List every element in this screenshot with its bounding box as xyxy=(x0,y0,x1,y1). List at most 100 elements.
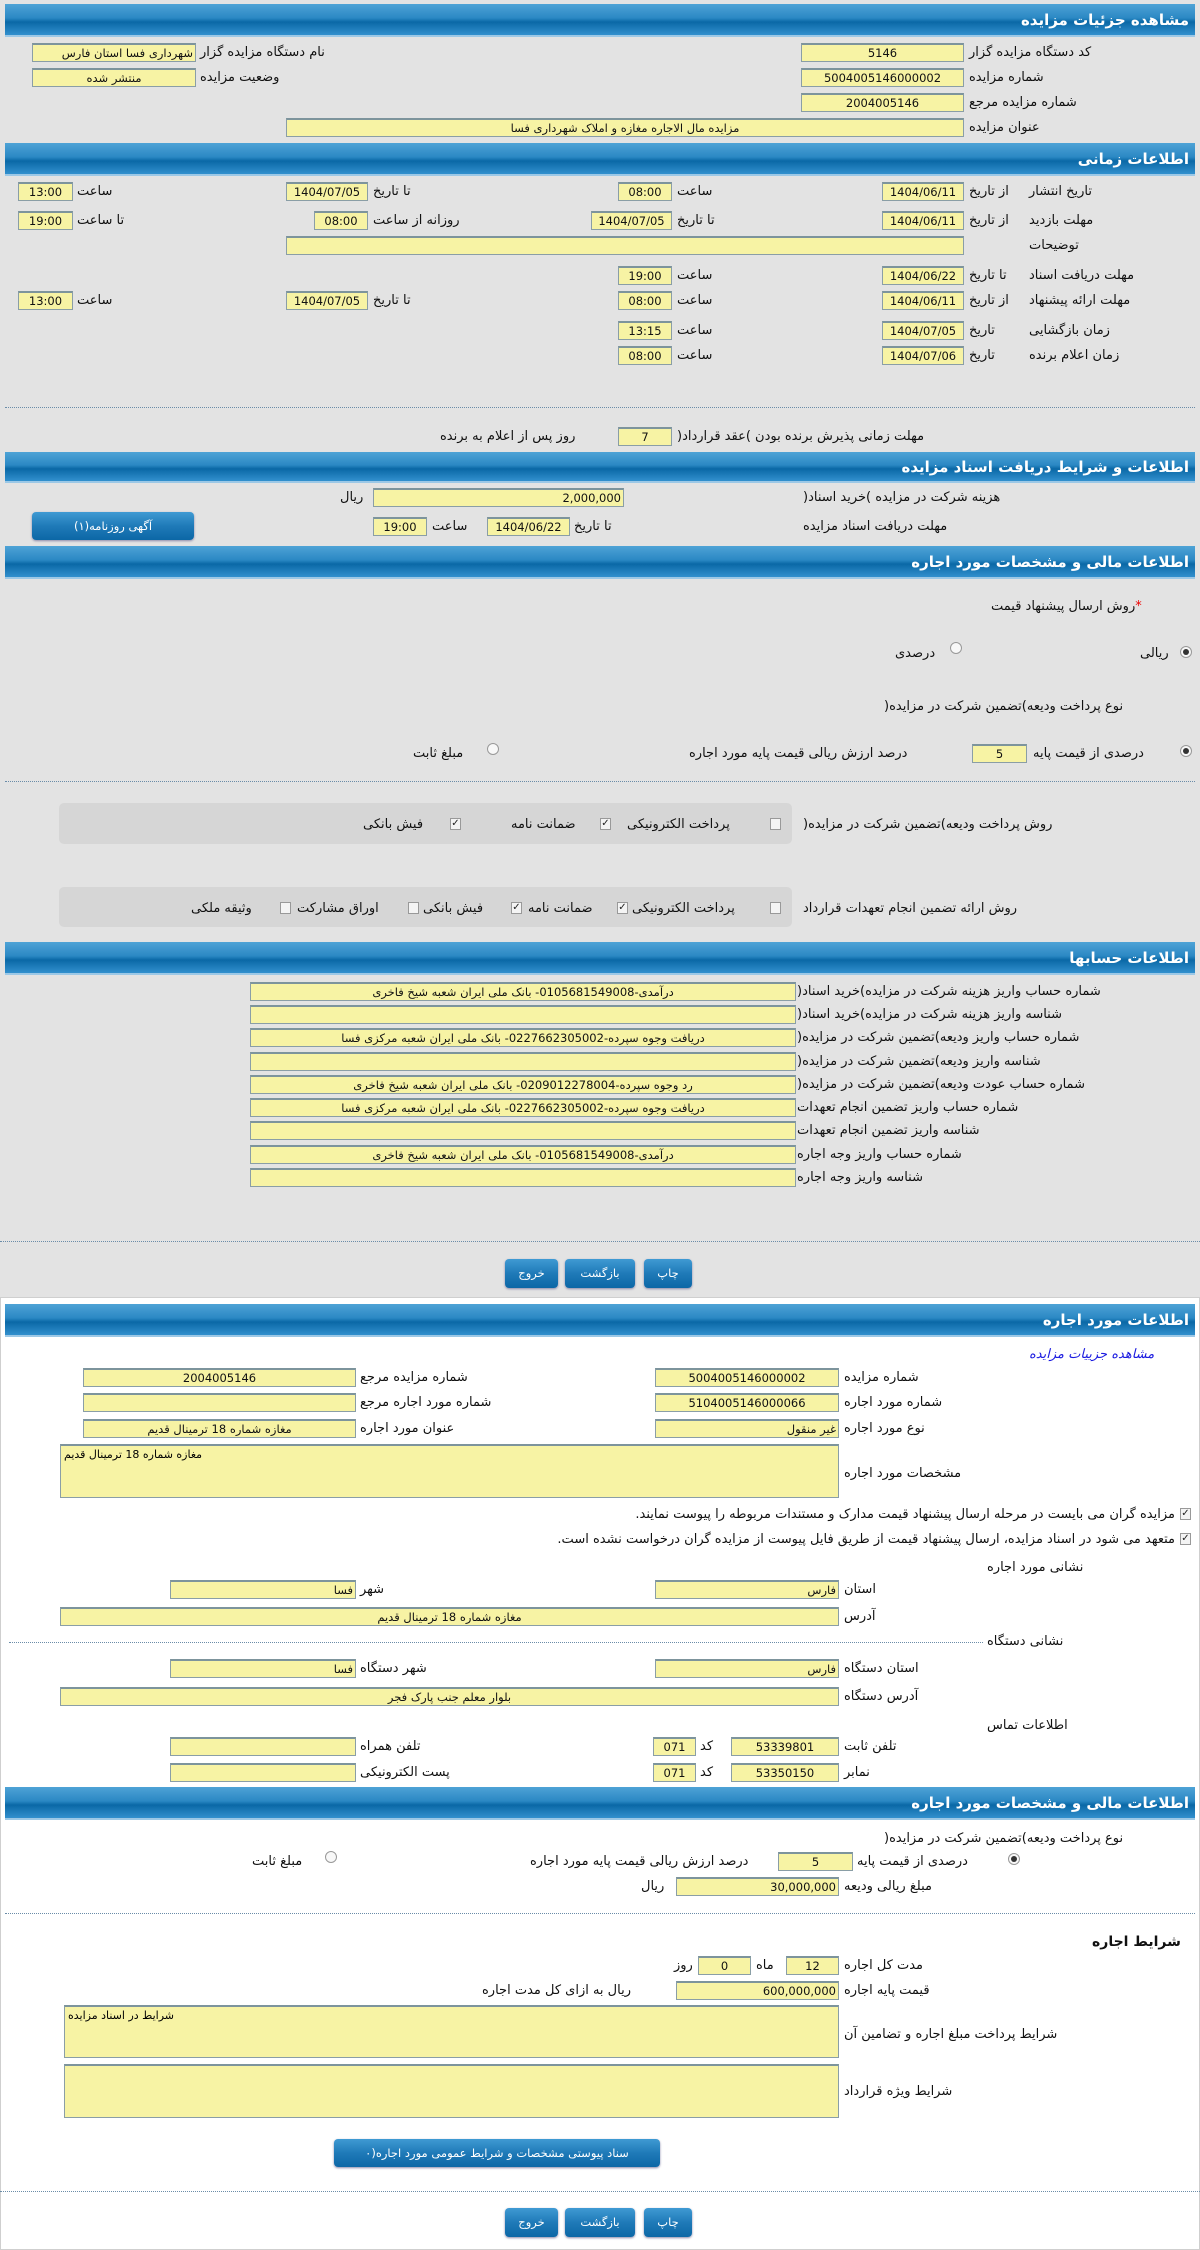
lease-item-number-label: شماره مورد اجاره xyxy=(844,1395,943,1410)
checkbox-participation-bonds[interactable] xyxy=(408,902,419,914)
account-label: شماره حساب واریز وجه اجاره xyxy=(797,1147,962,1162)
org-city-field: فسا xyxy=(170,1659,356,1678)
radio-rial-label: ریالی xyxy=(1140,646,1169,661)
section-header-financial: اطلاعات مالی و مشخصات مورد اجاره xyxy=(5,546,1195,579)
property-collateral-label: وثیقه ملکی xyxy=(191,901,252,916)
checkbox-electronic-payment[interactable] xyxy=(770,818,781,830)
winner-date-field: 1404/07/06 xyxy=(882,346,964,365)
area-code-label: کد xyxy=(700,1765,714,1780)
back-button[interactable]: بازگشت xyxy=(565,1259,635,1288)
electronic-payment-label: پرداخت الکترونیکی xyxy=(632,901,735,916)
divider xyxy=(9,1642,983,1643)
hour-label: ساعت xyxy=(432,519,468,534)
deposit-type-label: نوع پرداخت ودیعه)تضمین شرکت در مزایده( xyxy=(884,699,1124,714)
exit-button[interactable]: خروج xyxy=(505,1259,558,1288)
checkbox-notice-no-file[interactable]: ✓ xyxy=(1180,1533,1191,1545)
deposit-percent-field: 5 xyxy=(972,744,1027,763)
lease-spec-textarea: مغازه شماره 18 ترمینال قدیم xyxy=(60,1444,839,1498)
divider xyxy=(5,407,1195,408)
print-button[interactable]: چاپ xyxy=(644,1259,692,1288)
offer-deadline-label: مهلت ارائه پیشنهاد xyxy=(1029,293,1131,308)
checkbox-bank-receipt[interactable]: ✓ xyxy=(450,818,461,830)
opening-date-field: 1404/07/05 xyxy=(882,321,964,340)
section-header-lease: اطلاعات مورد اجاره xyxy=(5,1304,1195,1337)
exit-button[interactable]: خروج xyxy=(505,2208,558,2237)
fax-code-field: 071 xyxy=(653,1763,696,1782)
account-field xyxy=(250,1168,796,1187)
auction-number-field: 5004005146000002 xyxy=(801,68,964,87)
docs-to-time-field: 19:00 xyxy=(618,266,672,285)
auction-status-field: منتشر شده xyxy=(32,68,196,87)
radio-percent[interactable] xyxy=(950,642,962,654)
account-label: شماره حساب واریز تضمین انجام تعهدات xyxy=(797,1100,1019,1115)
checkbox-notice-attach-docs[interactable]: ✓ xyxy=(1180,1508,1191,1520)
email-field xyxy=(170,1763,356,1782)
months-field: 12 xyxy=(786,1956,839,1975)
checkbox-guarantee-letter[interactable]: ✓ xyxy=(617,902,628,914)
org-address-heading: نشانی دستگاه xyxy=(987,1634,1064,1649)
print-button[interactable]: چاپ xyxy=(644,2208,692,2237)
divider xyxy=(5,781,1195,782)
account-label: شناسه واریز هزینه شرکت در مزایده)خرید اس… xyxy=(797,1007,1062,1022)
deposit-percent-label: درصدی از قیمت پایه xyxy=(1033,746,1144,761)
deposit-amount-field: 30,000,000 xyxy=(676,1877,839,1896)
contract-days-suffix: روز پس از اعلام به برنده xyxy=(440,429,576,444)
phone-label: تلفن ثابت xyxy=(844,1739,897,1754)
radio-rial[interactable] xyxy=(1180,646,1192,658)
divider xyxy=(0,2191,1200,2192)
back-button[interactable]: بازگشت xyxy=(565,2208,635,2237)
hour-label: ساعت xyxy=(677,293,713,308)
org-address-field: بلوار معلم جنب پارک فجر xyxy=(60,1687,839,1706)
province-label: استان xyxy=(844,1582,876,1597)
checkbox-guarantee-letter[interactable]: ✓ xyxy=(600,818,611,830)
publish-label: تاریخ انتشار xyxy=(1029,184,1092,199)
radio-deposit-fixed[interactable] xyxy=(487,743,499,755)
checkbox-bank-receipt[interactable]: ✓ xyxy=(511,902,522,914)
view-auction-details-link[interactable]: مشاهده جزییات مزایده xyxy=(1029,1347,1155,1362)
from-date-label: از تاریخ xyxy=(969,184,1009,199)
auction-subject-label: عنوان مزایده xyxy=(969,120,1040,135)
lease-auction-number-label: شماره مزایده xyxy=(844,1370,919,1385)
radio-percent-label: درصدی xyxy=(895,646,936,661)
radio-deposit-fixed[interactable] xyxy=(325,1851,337,1863)
offer-from-field: 1404/06/11 xyxy=(882,291,964,310)
deposit-fixed-label: مبلغ ثابت xyxy=(413,746,464,761)
lease-spec-text: مغازه شماره 18 ترمینال قدیم xyxy=(64,1448,203,1461)
account-field: درآمدی-0105681549008- بانک ملی ایران شعب… xyxy=(250,1145,796,1164)
checkbox-electronic-payment[interactable] xyxy=(770,902,781,914)
auction-subject-field: مزایده مال الاجاره مغازه و املاک شهرداری… xyxy=(286,118,964,137)
area-code-label: کد xyxy=(700,1739,714,1754)
guarantee-methods-box xyxy=(59,887,792,927)
deposit-percent-suffix: درصد ارزش ریالی قیمت پایه مورد اجاره xyxy=(530,1854,749,1869)
docs-to-field: 1404/06/22 xyxy=(882,266,964,285)
docs-deadline-date-field: 1404/06/22 xyxy=(487,517,570,536)
lease-title-field: مغازه شماره 18 ترمینال قدیم xyxy=(83,1419,356,1438)
days-field: 0 xyxy=(698,1956,751,1975)
deposit-fixed-label: مبلغ ثابت xyxy=(252,1854,303,1869)
org-address-label: آدرس دستگاه xyxy=(844,1689,919,1704)
fax-label: نمابر xyxy=(844,1765,870,1780)
visit-to-field: 1404/07/05 xyxy=(591,211,672,230)
radio-deposit-percent[interactable] xyxy=(1008,1853,1020,1865)
deposit-amount-label: مبلغ ریالی ودیعه xyxy=(844,1879,932,1894)
duration-label: مدت کل اجاره xyxy=(844,1958,924,1973)
lease-type-label: نوع مورد اجاره xyxy=(844,1421,925,1436)
account-field: دریافت وجوه سپرده-0227662305002- بانک مل… xyxy=(250,1028,796,1047)
months-unit: ماه xyxy=(756,1958,774,1973)
currency-label: ریال xyxy=(641,1879,665,1894)
account-field: رد وجوه سپرده-0209012278004- بانک ملی ای… xyxy=(250,1075,796,1094)
lease-item-ref-field xyxy=(83,1393,356,1412)
winner-time-field: 08:00 xyxy=(618,346,672,365)
price-method-label: روش ارسال پیشنهاد قیمت xyxy=(991,599,1136,614)
checkbox-property-collateral[interactable] xyxy=(280,902,291,914)
account-label: شماره حساب واریز ودیعه)تضمین شرکت در مزا… xyxy=(797,1030,1080,1045)
lease-item-ref-label: شماره مورد اجاره مرجع xyxy=(360,1395,492,1410)
newspaper-ad-button[interactable]: آگهی روزنامه(۱) xyxy=(32,512,194,540)
attachments-button[interactable]: سناد پیوستی مشخصات و شرایط عمومی مورد اج… xyxy=(334,2139,660,2167)
ref-number-field: 2004005146 xyxy=(801,93,964,112)
org-name-label: نام دستگاه مزایده گزار xyxy=(200,45,325,60)
offer-to-field: 1404/07/05 xyxy=(286,291,368,310)
account-label: شماره حساب واریز هزینه شرکت در مزایده)خر… xyxy=(797,984,1101,999)
phone-field: 53339801 xyxy=(731,1737,839,1756)
radio-deposit-percent[interactable] xyxy=(1180,745,1192,757)
